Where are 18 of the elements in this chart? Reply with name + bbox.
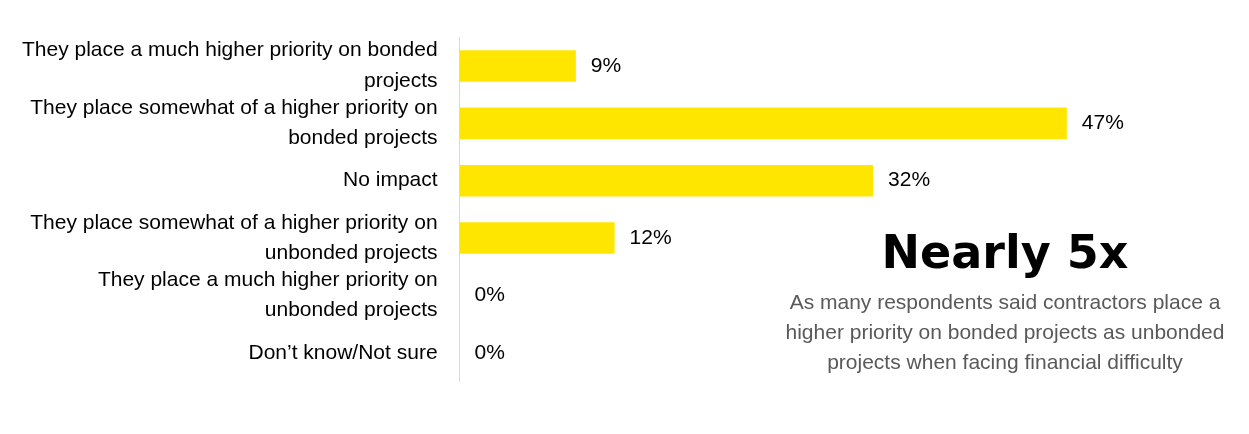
y-tick-label: They place a much higher priority on bonded projects: [21, 37, 438, 91]
data-label: 32%: [888, 167, 931, 191]
data-label: 9%: [590, 52, 622, 76]
bar: [459, 164, 874, 197]
bar: [459, 50, 576, 82]
y-tick-label: Don’t know/Not sure: [248, 339, 438, 363]
annotation: As many respondents said contractors place a higher priority on bonded projects as unbonded projects when facing financial difficulty: [784, 289, 1226, 375]
y-tick-label: They place somewhat of a higher priority on unbonded projects: [30, 209, 438, 264]
data-label: 12%: [629, 224, 672, 248]
y-tick-label: They place a much higher priority on unbonded projects: [97, 267, 438, 321]
data-label: 0%: [474, 282, 505, 306]
bar: [459, 222, 615, 254]
bar: [459, 107, 1067, 140]
data-label: 47%: [1081, 110, 1124, 134]
y-tick-label: No impact: [343, 167, 438, 191]
annotation: Nearly 5x: [880, 225, 1130, 279]
y-tick-label: They place somewhat of a higher priority on bonded projects: [30, 94, 438, 149]
data-label: 0%: [474, 339, 505, 363]
